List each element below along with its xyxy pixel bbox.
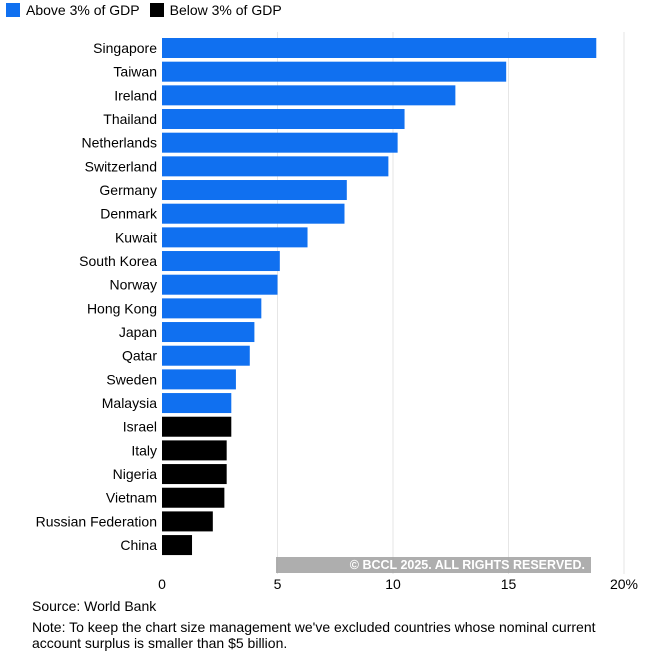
category-label: China [120,537,157,553]
bar [162,487,225,508]
note: Note: To keep the chart size management … [32,619,596,651]
category-label: Israel [123,419,157,435]
bar [162,416,232,437]
category-label: Italy [131,442,157,458]
x-tick-label: 10 [385,576,401,592]
bar [162,109,405,130]
category-label: Russian Federation [36,513,157,529]
legend-swatch-above [6,3,20,17]
legend-label-below: Below 3% of GDP [169,2,282,18]
bar [162,511,213,532]
bar [162,156,389,177]
category-label: Malaysia [102,395,157,411]
bar [162,38,597,58]
category-label: Singapore [93,40,157,56]
bar [162,440,227,461]
category-label: Netherlands [82,135,158,151]
bar-chart: 0 5 10 15 20% Singapore Taiwan Ireland Thailand N… [36,32,638,592]
category-label: Germany [99,182,157,198]
x-tick-label: 5 [274,576,282,592]
category-label: Taiwan [113,64,157,80]
bar [162,393,232,414]
legend: Above 3% of GDP Below 3% of GDP [6,2,292,18]
bar [162,464,227,485]
bar [162,369,236,390]
bar [162,274,278,295]
category-label: Switzerland [85,158,157,174]
watermark: © BCCL 2025. ALL RIGHTS RESERVED. [276,557,591,573]
bar [162,61,507,82]
category-label: Qatar [122,348,157,364]
legend-swatch-below [149,3,164,17]
bar [162,203,345,224]
category-label: Ireland [114,87,157,103]
bar [162,132,398,153]
bar [162,227,308,248]
bar [162,345,250,366]
category-label: Nigeria [113,466,158,482]
x-tick-label: 15 [501,576,517,592]
legend-label-above: Above 3% of GDP [26,2,140,18]
category-label: Kuwait [115,229,157,245]
bar [162,85,456,106]
bar [162,180,347,201]
category-label: Norway [110,277,157,293]
bar [162,251,280,272]
category-label: Hong Kong [87,300,157,316]
bar [162,535,193,556]
bar [162,298,262,319]
category-label: Sweden [106,371,157,387]
category-label: South Korea [79,253,157,269]
category-label: Thailand [103,111,157,127]
bar [162,322,255,343]
category-label: Japan [119,324,157,340]
x-tick-label: 0 [158,576,166,592]
x-tick-label: 20% [610,576,638,592]
category-label: Vietnam [106,490,157,506]
category-label: Denmark [100,206,158,222]
source: Source: World Bank [32,598,157,614]
